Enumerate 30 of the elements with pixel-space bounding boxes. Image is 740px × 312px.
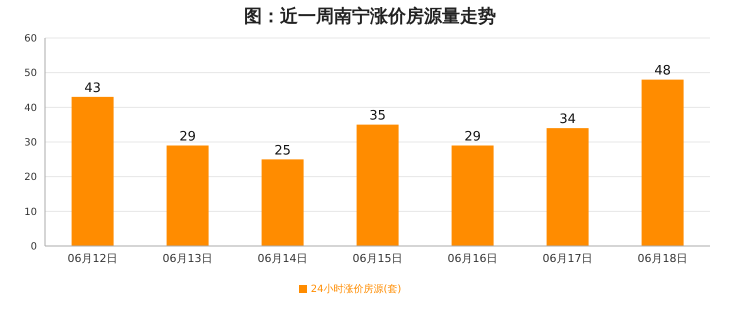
y-tick-label: 20 <box>24 172 37 184</box>
y-tick-label: 50 <box>24 68 37 80</box>
data-label: 29 <box>464 129 481 144</box>
data-label: 35 <box>369 108 386 124</box>
y-tick-label: 0 <box>30 242 37 253</box>
x-tick-label: 06月13日 <box>162 252 212 265</box>
legend-label: 24小时涨价房源(套) <box>310 284 402 295</box>
bar <box>72 96 114 246</box>
x-tick-label: 06月14日 <box>258 252 308 265</box>
bar <box>452 145 494 246</box>
y-tick-label: 40 <box>24 102 37 114</box>
data-label: 48 <box>654 64 671 79</box>
chart-title: 图：近一周南宁涨价房源量走势 <box>243 5 497 29</box>
bar <box>262 159 304 246</box>
x-tick-label: 06月12日 <box>68 252 118 265</box>
y-tick-label: 30 <box>24 138 37 149</box>
data-label: 29 <box>179 129 196 144</box>
data-label: 25 <box>274 143 291 158</box>
y-tick-label: 10 <box>24 206 37 218</box>
bar <box>546 128 589 246</box>
bar <box>642 80 684 246</box>
bar <box>166 145 209 246</box>
data-label: 43 <box>84 80 101 96</box>
data-label: 34 <box>559 112 576 128</box>
bar <box>356 124 399 246</box>
y-tick-label: 60 <box>24 34 37 45</box>
x-tick-label: 06月16日 <box>448 252 498 265</box>
x-tick-label: 06月15日 <box>352 252 402 265</box>
x-tick-label: 06月18日 <box>638 252 688 265</box>
x-tick-label: 06月17日 <box>542 252 592 265</box>
